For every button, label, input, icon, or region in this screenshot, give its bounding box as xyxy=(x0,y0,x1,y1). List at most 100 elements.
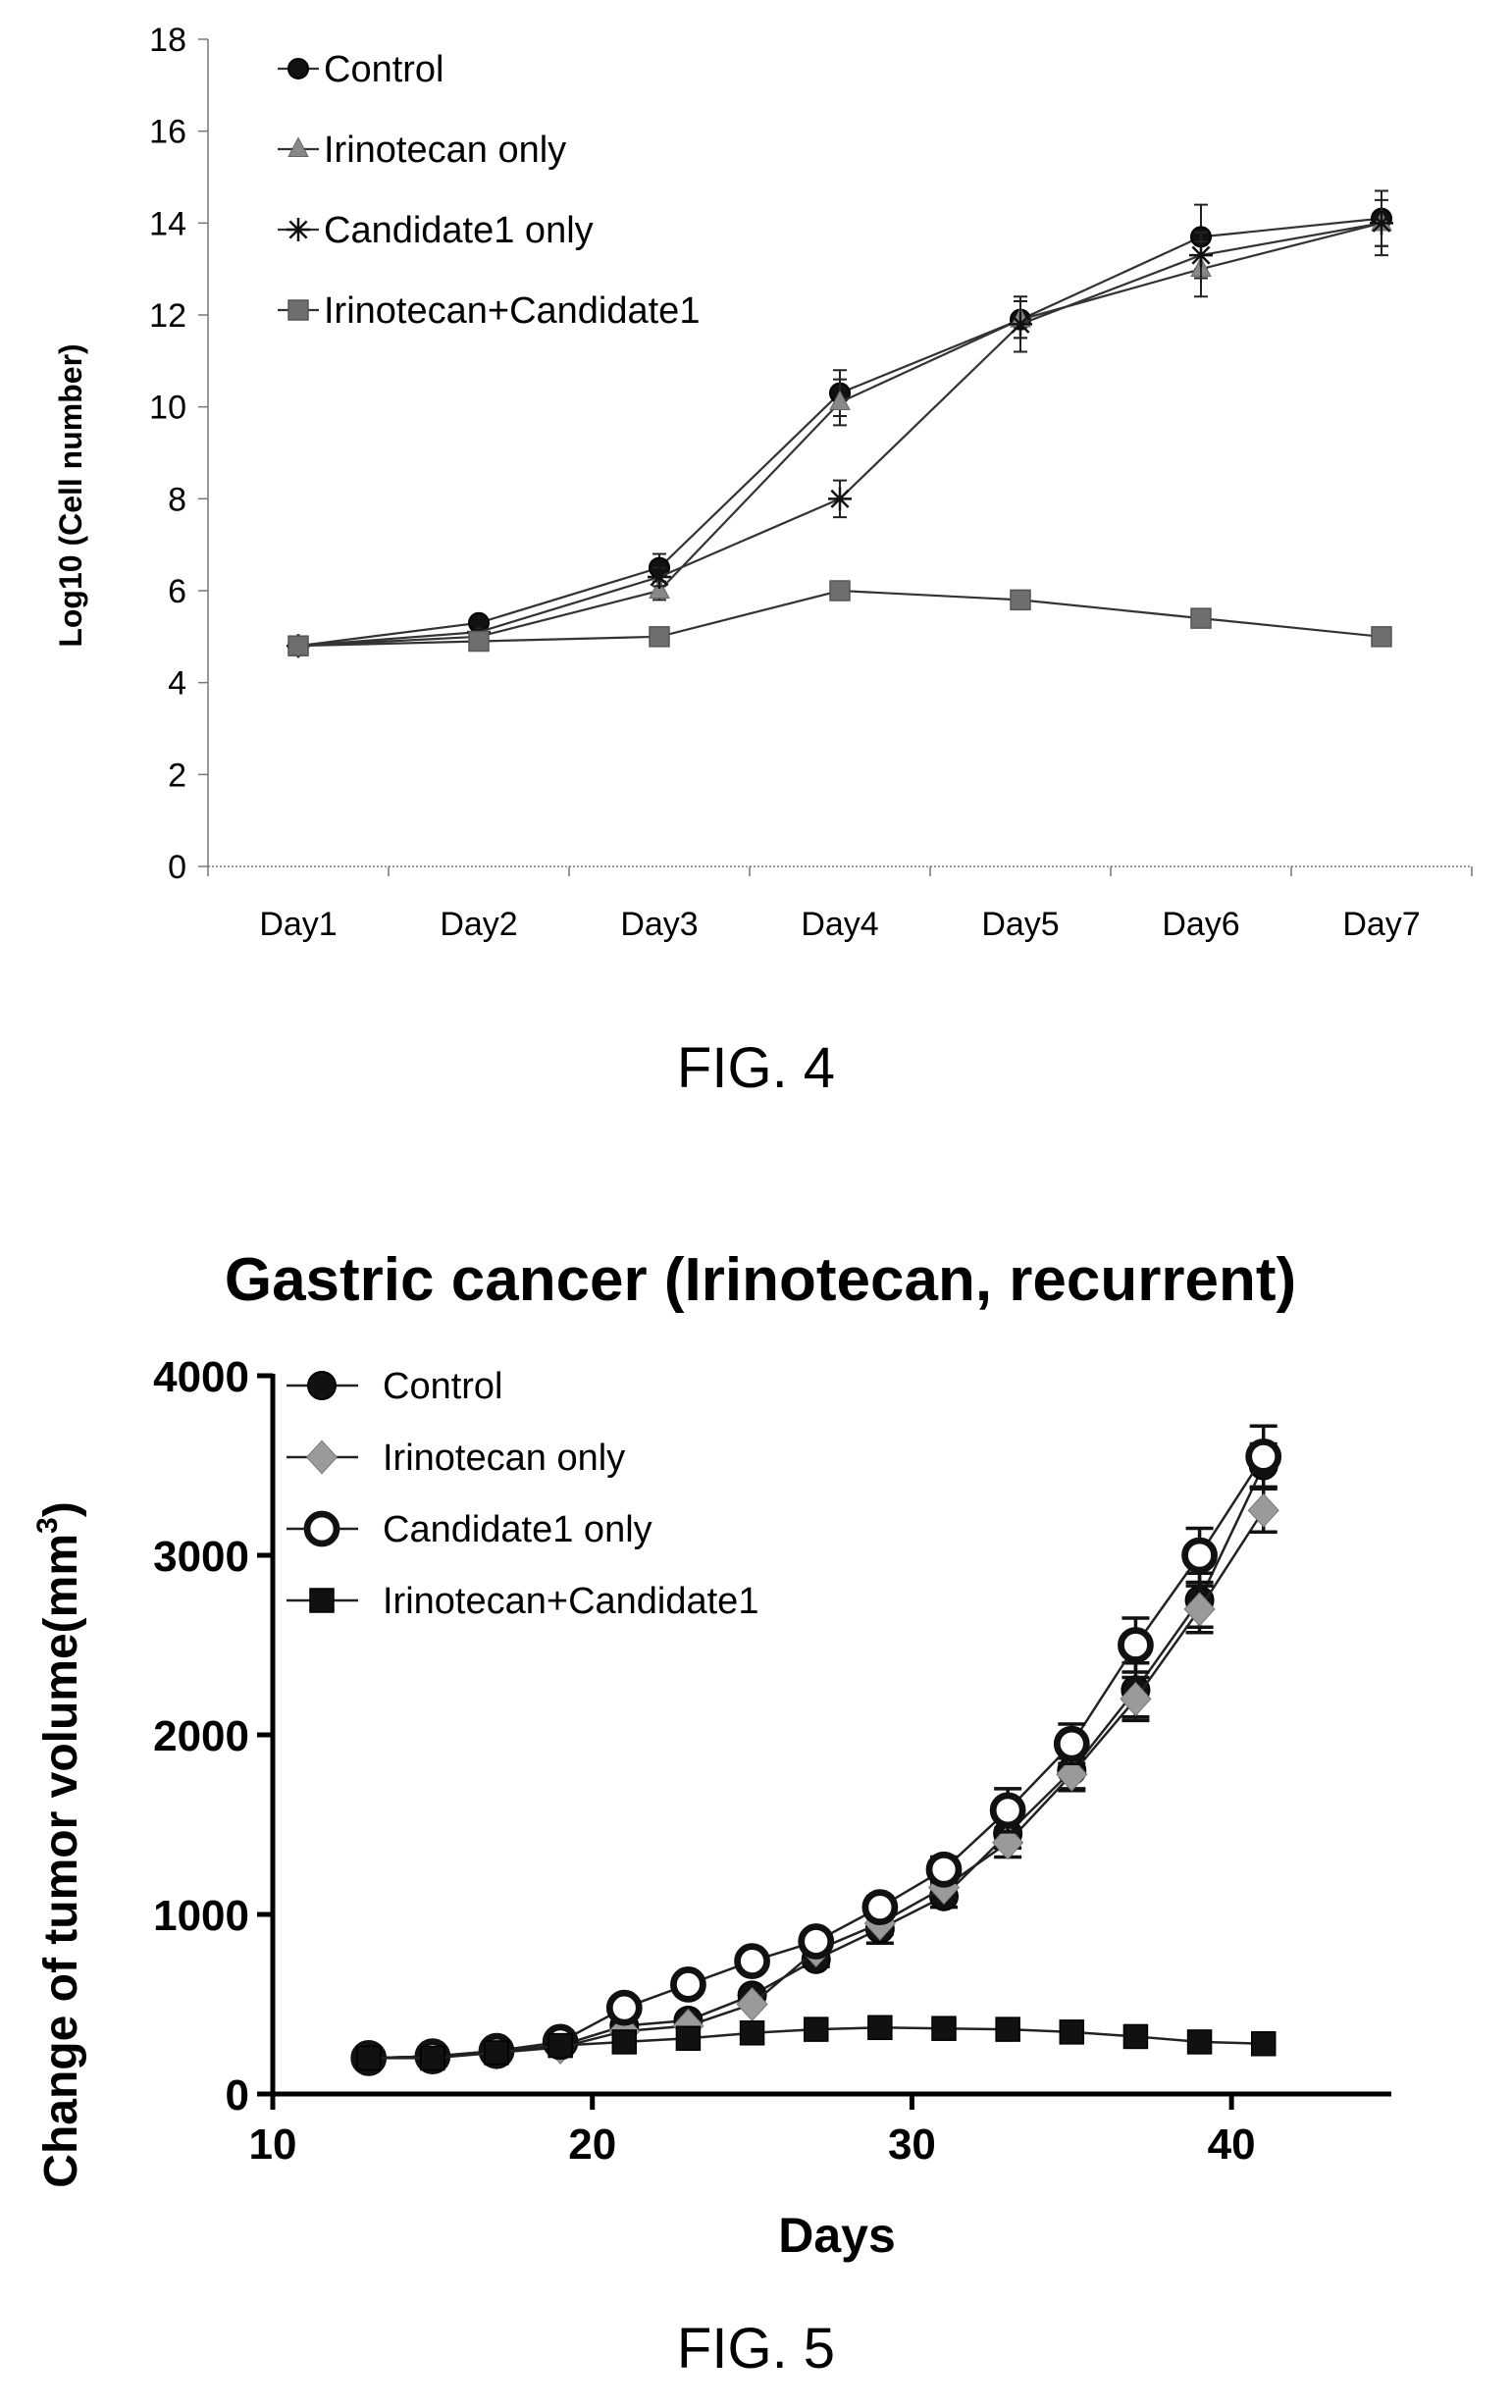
fig4-point xyxy=(649,626,670,648)
fig5-legend-marker xyxy=(303,1510,340,1547)
fig4-legend-label: Candidate1 only xyxy=(324,210,594,251)
fig5-point xyxy=(605,1989,643,2026)
fig5-legend-label: Irinotecan+Candidate1 xyxy=(383,1581,758,1622)
fig4-point xyxy=(1010,589,1031,611)
fig5-series-irinotecan-only xyxy=(352,1487,1279,2075)
fig4-x-tick-label: Day1 xyxy=(259,906,337,943)
fig4-chart: 0 2 4 6 8 10 12 14 16 18 Day1 Day2 Day3 Day4 Day5 Day6 D… xyxy=(53,22,1473,943)
fig4-y-tick-label: 10 xyxy=(149,390,186,427)
fig5-point xyxy=(670,1965,706,2003)
fig5-point xyxy=(484,2040,509,2066)
fig5-chart: Gastric cancer (Irinotecan, recurrent) 0… xyxy=(31,1246,1391,2263)
fig5-legend-item-control: Control xyxy=(287,1366,503,1407)
fig4-x-tick-label: Day3 xyxy=(620,906,698,943)
fig5-point xyxy=(1053,1725,1090,1762)
fig4-point xyxy=(1189,243,1213,268)
fig5-y-axis-label-sup: 3 xyxy=(31,1517,64,1534)
fig4-point xyxy=(287,635,309,656)
fig4-y-axis-label: Log10 (Cell number) xyxy=(53,343,88,647)
fig4-legend-marker xyxy=(287,218,310,241)
fig4-x-tick-label: Day6 xyxy=(1162,906,1239,943)
fig5-y-tick-label: 3000 xyxy=(153,1533,249,1581)
fig5-point xyxy=(1186,2029,1213,2055)
fig5-point xyxy=(1181,1537,1218,1574)
fig5-y-axis-label-main: Change of tumor volume(mm xyxy=(35,1534,87,2188)
fig4-point xyxy=(829,580,851,602)
fig4-legend: Control Irinotecan only Candidate1 only Iri… xyxy=(278,49,700,332)
fig5-point xyxy=(611,2029,638,2055)
fig4-y-tick-label: 18 xyxy=(149,22,186,59)
fig5-legend-marker xyxy=(305,1440,339,1475)
fig4-legend-item-candidate1-only: Candidate1 only xyxy=(278,210,594,251)
fig5-point xyxy=(734,1943,770,1979)
fig4-legend-item-irinotecan-candidate1: Irinotecan+Candidate1 xyxy=(278,290,700,332)
fig5-point xyxy=(992,1825,1024,1860)
fig5-x-tick-label: 30 xyxy=(888,2120,936,2169)
fig5-legend-item-irinotecan-only: Irinotecan only xyxy=(287,1438,625,1479)
fig4-point xyxy=(468,630,490,653)
fig4-legend-marker xyxy=(287,136,309,157)
fig4-legend-label: Control xyxy=(324,49,444,90)
fig5-legend-label: Irinotecan only xyxy=(383,1438,625,1479)
fig4-y-tick-label: 16 xyxy=(149,114,186,151)
fig4-y-tick-label: 8 xyxy=(168,481,186,518)
fig5-legend-marker xyxy=(309,1588,335,1613)
fig5-point xyxy=(675,2025,702,2052)
fig4-y-tick-label: 4 xyxy=(168,665,186,703)
fig5-x-tick-label: 10 xyxy=(249,2120,297,2169)
fig5-legend-label: Control xyxy=(383,1366,503,1407)
fig5-y-tick-label: 0 xyxy=(226,2071,249,2120)
fig4-point xyxy=(1370,211,1393,236)
fig4-x-tick-label: Day7 xyxy=(1342,906,1420,943)
fig5-x-tick-label: 40 xyxy=(1208,2120,1256,2169)
fig4-point xyxy=(648,564,671,589)
fig4-legend-item-irinotecan-only: Irinotecan only xyxy=(278,130,566,171)
fig4-point xyxy=(1190,607,1212,629)
fig4-point xyxy=(649,578,670,599)
fig5-point xyxy=(1059,2019,1085,2045)
fig4-caption: FIG. 4 xyxy=(676,1036,836,1100)
fig5-point xyxy=(861,1889,899,1926)
fig4-legend-label: Irinotecan only xyxy=(324,130,566,171)
fig5-point xyxy=(995,2016,1020,2042)
fig5-series-group xyxy=(350,1424,1282,2076)
fig5-point xyxy=(547,2032,573,2059)
fig5-point xyxy=(1183,1592,1216,1627)
fig5-legend-item-irinotecan-candidate1: Irinotecan+Candidate1 xyxy=(287,1581,758,1622)
fig4-series-irinotecan-candidate1 xyxy=(287,580,1392,656)
fig4-legend-item-control: Control xyxy=(278,49,444,90)
fig5-legend-label: Candidate1 only xyxy=(383,1509,652,1550)
fig5-point xyxy=(1250,2031,1277,2057)
fig5-x-tick-label: 20 xyxy=(568,2120,616,2169)
fig5-point xyxy=(420,2045,445,2071)
fig5-point xyxy=(1118,1627,1154,1663)
fig5-point xyxy=(989,1792,1026,1829)
fig4-point xyxy=(828,487,852,511)
fig5-legend-marker xyxy=(307,1371,337,1400)
fig5-point xyxy=(355,2045,382,2071)
fig4-series-group xyxy=(287,189,1393,658)
fig4-legend-marker xyxy=(287,299,309,321)
fig5-y-axis-label-close: ) xyxy=(35,1501,87,1517)
fig5-y-tick-label: 1000 xyxy=(153,1892,249,1940)
fig4-point xyxy=(829,390,851,410)
fig5-legend: Control Irinotecan only Candidate1 only Iri… xyxy=(287,1366,758,1622)
fig4-x-tick-label: Day5 xyxy=(981,906,1059,943)
fig5-point xyxy=(925,1851,963,1888)
fig4-y-tick-label: 14 xyxy=(149,205,186,242)
fig5-caption: FIG. 5 xyxy=(676,2317,836,2381)
fig5-point xyxy=(1120,1681,1152,1716)
fig4-y-tick-label: 0 xyxy=(168,849,186,886)
fig4-x-tick-label: Day2 xyxy=(440,906,517,943)
fig5-x-axis-label: Days xyxy=(778,2208,896,2263)
fig5-title: Gastric cancer (Irinotecan, recurrent) xyxy=(225,1246,1296,1314)
fig5-point xyxy=(1245,1438,1282,1475)
fig5-point xyxy=(739,2020,765,2046)
fig4-axes: 0 2 4 6 8 10 12 14 16 18 Day1 Day2 Day3 Day4 Day5 Day6 D… xyxy=(149,22,1473,943)
fig5-axes: 0 1000 2000 3000 4000 10 20 30 40 xyxy=(153,1353,1391,2169)
fig4-legend-marker xyxy=(287,58,309,79)
fig4-point xyxy=(1009,312,1032,337)
fig5-point xyxy=(798,1923,835,1960)
fig5-y-tick-label: 4000 xyxy=(153,1353,249,1401)
fig5-y-axis-label: Change of tumor volume(mm3) xyxy=(31,1501,87,2187)
